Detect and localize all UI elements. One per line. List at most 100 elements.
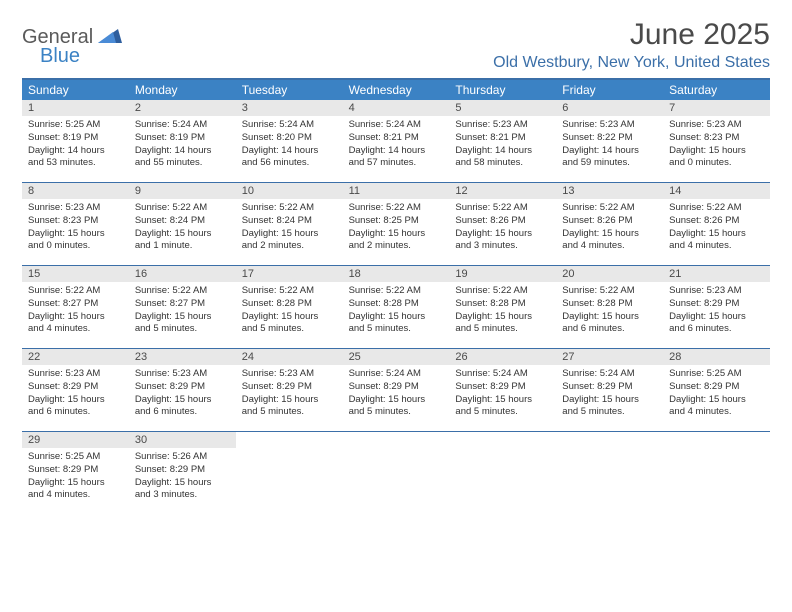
day-number: 8 [22,183,129,199]
day-cell: 11Sunrise: 5:22 AMSunset: 8:25 PMDayligh… [343,183,450,265]
day-line-ss: Sunset: 8:29 PM [135,464,230,477]
day-content: Sunrise: 5:22 AMSunset: 8:26 PMDaylight:… [556,199,663,257]
day-line-d2: and 4 minutes. [669,240,764,253]
day-cell: 14Sunrise: 5:22 AMSunset: 8:26 PMDayligh… [663,183,770,265]
day-line-d1: Daylight: 15 hours [28,477,123,490]
day-line-d1: Daylight: 15 hours [455,228,550,241]
day-line-d1: Daylight: 15 hours [242,394,337,407]
week-row: 1Sunrise: 5:25 AMSunset: 8:19 PMDaylight… [22,100,770,182]
day-line-ss: Sunset: 8:27 PM [28,298,123,311]
day-line-d2: and 6 minutes. [28,406,123,419]
day-line-ss: Sunset: 8:23 PM [669,132,764,145]
day-number: 16 [129,266,236,282]
weekday-label: Sunday [22,80,129,100]
day-cell: 23Sunrise: 5:23 AMSunset: 8:29 PMDayligh… [129,349,236,431]
day-number: 30 [129,432,236,448]
day-number: 28 [663,349,770,365]
day-content: Sunrise: 5:22 AMSunset: 8:26 PMDaylight:… [663,199,770,257]
day-cell: 6Sunrise: 5:23 AMSunset: 8:22 PMDaylight… [556,100,663,182]
day-content: Sunrise: 5:23 AMSunset: 8:29 PMDaylight:… [663,282,770,340]
day-cell: 16Sunrise: 5:22 AMSunset: 8:27 PMDayligh… [129,266,236,348]
day-cell: 20Sunrise: 5:22 AMSunset: 8:28 PMDayligh… [556,266,663,348]
day-cell: 29Sunrise: 5:25 AMSunset: 8:29 PMDayligh… [22,432,129,514]
day-line-d1: Daylight: 15 hours [562,311,657,324]
day-line-d1: Daylight: 15 hours [28,311,123,324]
day-line-ss: Sunset: 8:29 PM [242,381,337,394]
weekday-label: Wednesday [343,80,450,100]
day-line-d2: and 1 minute. [135,240,230,253]
day-content: Sunrise: 5:22 AMSunset: 8:27 PMDaylight:… [129,282,236,340]
day-line-d1: Daylight: 15 hours [135,311,230,324]
day-line-sr: Sunrise: 5:22 AM [135,285,230,298]
day-line-d2: and 0 minutes. [28,240,123,253]
day-number: 1 [22,100,129,116]
day-line-d2: and 5 minutes. [455,406,550,419]
day-line-sr: Sunrise: 5:23 AM [562,119,657,132]
day-line-sr: Sunrise: 5:24 AM [455,368,550,381]
day-line-d2: and 0 minutes. [669,157,764,170]
day-cell: 27Sunrise: 5:24 AMSunset: 8:29 PMDayligh… [556,349,663,431]
day-line-sr: Sunrise: 5:23 AM [669,285,764,298]
day-content: Sunrise: 5:23 AMSunset: 8:29 PMDaylight:… [236,365,343,423]
day-content: Sunrise: 5:23 AMSunset: 8:29 PMDaylight:… [129,365,236,423]
day-line-ss: Sunset: 8:24 PM [135,215,230,228]
day-line-d2: and 5 minutes. [135,323,230,336]
month-title: June 2025 [493,18,770,52]
day-line-ss: Sunset: 8:29 PM [135,381,230,394]
day-line-d1: Daylight: 15 hours [455,311,550,324]
day-line-ss: Sunset: 8:22 PM [562,132,657,145]
day-number: 22 [22,349,129,365]
day-line-d2: and 58 minutes. [455,157,550,170]
day-line-d1: Daylight: 14 hours [455,145,550,158]
day-content: Sunrise: 5:23 AMSunset: 8:22 PMDaylight:… [556,116,663,174]
day-content: Sunrise: 5:23 AMSunset: 8:21 PMDaylight:… [449,116,556,174]
day-content: Sunrise: 5:24 AMSunset: 8:29 PMDaylight:… [449,365,556,423]
day-line-ss: Sunset: 8:29 PM [562,381,657,394]
day-content: Sunrise: 5:22 AMSunset: 8:25 PMDaylight:… [343,199,450,257]
day-line-ss: Sunset: 8:24 PM [242,215,337,228]
day-line-ss: Sunset: 8:29 PM [28,381,123,394]
day-line-d2: and 6 minutes. [562,323,657,336]
empty-cell [663,432,770,514]
day-line-sr: Sunrise: 5:22 AM [242,285,337,298]
day-line-sr: Sunrise: 5:22 AM [28,285,123,298]
day-line-d2: and 53 minutes. [28,157,123,170]
day-number: 4 [343,100,450,116]
day-line-sr: Sunrise: 5:23 AM [669,119,764,132]
day-number: 2 [129,100,236,116]
day-number: 13 [556,183,663,199]
day-cell: 8Sunrise: 5:23 AMSunset: 8:23 PMDaylight… [22,183,129,265]
day-line-sr: Sunrise: 5:22 AM [242,202,337,215]
day-number: 9 [129,183,236,199]
day-number: 6 [556,100,663,116]
day-content: Sunrise: 5:22 AMSunset: 8:28 PMDaylight:… [449,282,556,340]
day-number: 17 [236,266,343,282]
day-line-d2: and 5 minutes. [242,323,337,336]
day-line-sr: Sunrise: 5:24 AM [349,368,444,381]
day-number: 18 [343,266,450,282]
day-number: 27 [556,349,663,365]
day-line-ss: Sunset: 8:26 PM [455,215,550,228]
day-number: 11 [343,183,450,199]
day-number: 14 [663,183,770,199]
day-cell: 22Sunrise: 5:23 AMSunset: 8:29 PMDayligh… [22,349,129,431]
day-number: 24 [236,349,343,365]
day-content: Sunrise: 5:22 AMSunset: 8:24 PMDaylight:… [236,199,343,257]
empty-cell [556,432,663,514]
day-line-ss: Sunset: 8:28 PM [455,298,550,311]
day-number: 7 [663,100,770,116]
day-content: Sunrise: 5:23 AMSunset: 8:29 PMDaylight:… [22,365,129,423]
logo-text-block: General Blue [22,26,122,68]
day-number: 5 [449,100,556,116]
day-line-ss: Sunset: 8:21 PM [349,132,444,145]
day-content: Sunrise: 5:24 AMSunset: 8:19 PMDaylight:… [129,116,236,174]
day-line-ss: Sunset: 8:25 PM [349,215,444,228]
day-cell: 24Sunrise: 5:23 AMSunset: 8:29 PMDayligh… [236,349,343,431]
day-content: Sunrise: 5:22 AMSunset: 8:24 PMDaylight:… [129,199,236,257]
day-line-sr: Sunrise: 5:24 AM [242,119,337,132]
day-line-d2: and 5 minutes. [349,406,444,419]
day-number: 20 [556,266,663,282]
day-line-d2: and 6 minutes. [669,323,764,336]
day-number: 15 [22,266,129,282]
day-line-ss: Sunset: 8:27 PM [135,298,230,311]
